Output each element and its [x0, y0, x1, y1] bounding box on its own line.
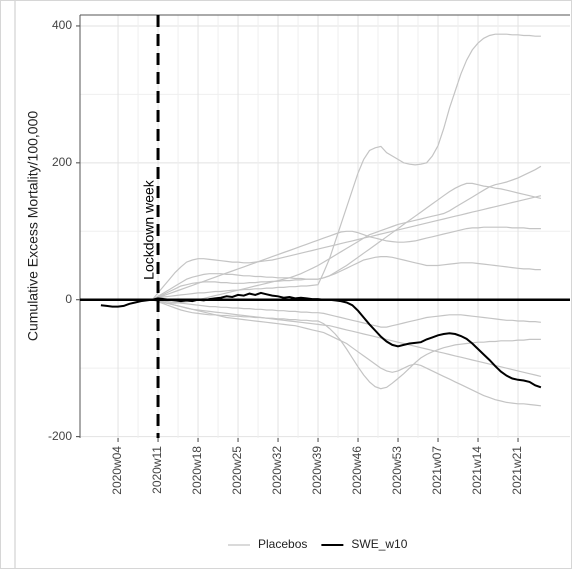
annotation: Lockdown week: [141, 179, 157, 280]
placebo-line: [152, 299, 542, 377]
placebo-line: [152, 256, 541, 301]
placebo-line: [152, 33, 541, 301]
placebo-line: [152, 165, 542, 304]
placebo-line: [151, 182, 542, 301]
x-tick-label: 2020w46: [350, 446, 364, 495]
x-tick-label: 2021w14: [470, 446, 484, 495]
x-tick-label: 2020w32: [270, 446, 284, 495]
series-line: [100, 291, 542, 389]
x-tick-label: 2020w53: [390, 446, 404, 495]
x-tick-label: 2020w18: [190, 446, 204, 495]
y-axis-title: Cumulative Excess Mortality/100,000: [25, 111, 41, 342]
x-tick-label: 2020w04: [110, 446, 124, 495]
y-tick-label: 0: [65, 292, 72, 306]
placebo-line: [152, 299, 541, 328]
legend-label: Placebos: [258, 537, 307, 551]
placebo-line: [151, 195, 542, 301]
x-tick-label: 2020w25: [230, 446, 244, 495]
y-tick-label: 400: [52, 18, 72, 32]
side-bar: [14, 1, 16, 568]
y-tick-label: 200: [52, 155, 72, 169]
x-tick-label: 2020w11: [150, 446, 164, 494]
x-tick-label: 2020w39: [310, 446, 324, 495]
y-tick-label: -200: [48, 429, 72, 443]
legend-label: SWE_w10: [351, 537, 407, 551]
x-tick-label: 2021w21: [510, 446, 524, 495]
placebo-line: [152, 299, 541, 390]
x-tick-label: 2021w07: [430, 446, 444, 495]
placebo-line: [152, 226, 541, 301]
